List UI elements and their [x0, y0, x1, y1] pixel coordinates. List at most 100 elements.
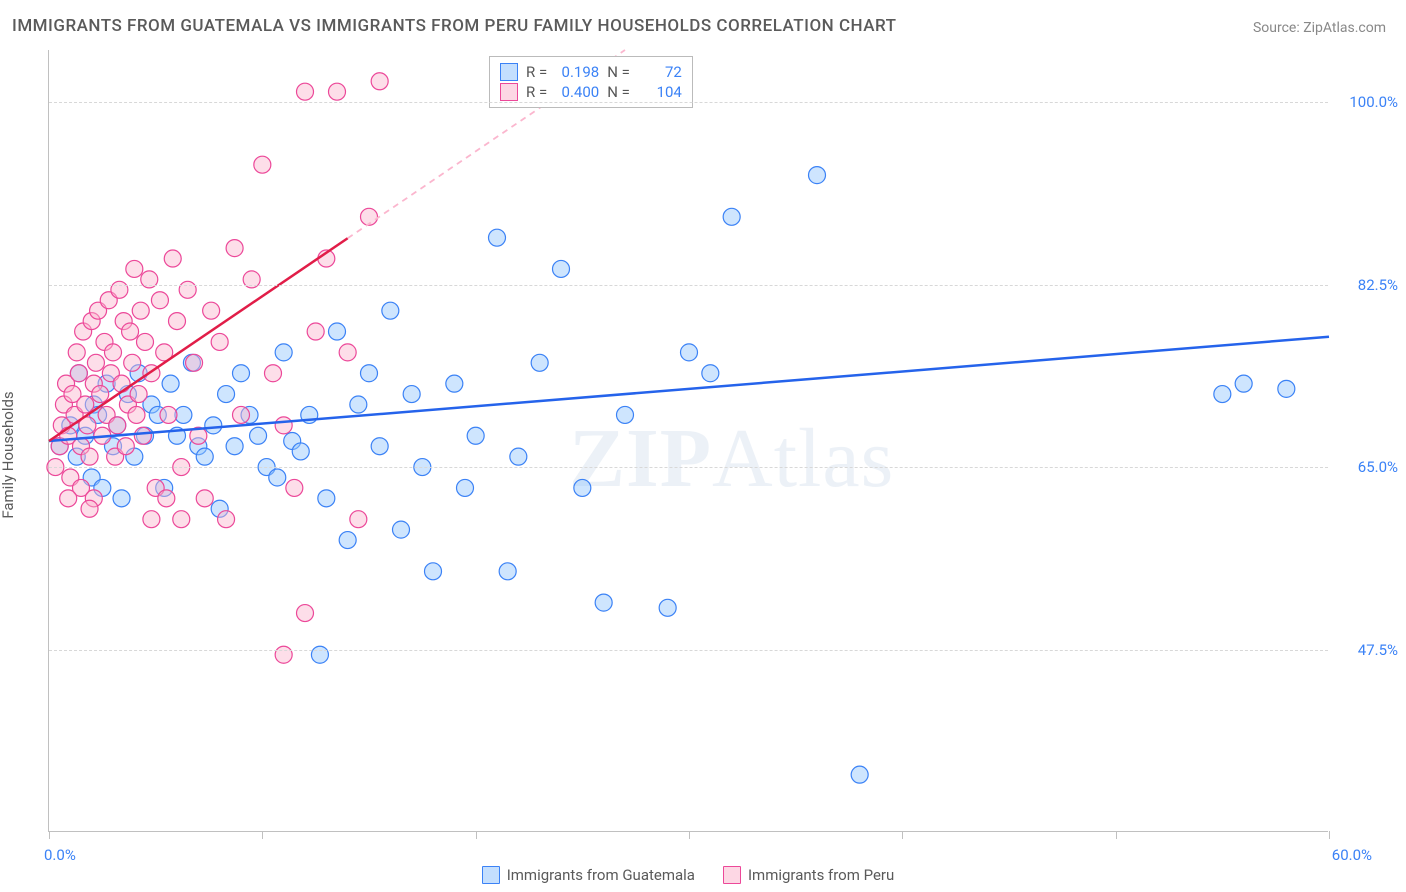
data-point [361, 365, 378, 382]
data-point [218, 511, 235, 528]
data-point [124, 354, 141, 371]
data-point [233, 406, 250, 423]
data-point [105, 344, 122, 361]
y-tick-label: 82.5% [1336, 276, 1398, 294]
chart-title: IMMIGRANTS FROM GUATEMALA VS IMMIGRANTS … [12, 16, 897, 36]
stats-row: R = 0.198 N = 72 [500, 63, 682, 81]
gridline-h [49, 285, 1328, 286]
data-point [307, 323, 324, 340]
data-point [531, 354, 548, 371]
stats-row: R =0.400N =104 [500, 83, 682, 101]
stats-r-label: R = [526, 63, 547, 81]
data-point [160, 406, 177, 423]
data-point [723, 208, 740, 225]
data-point [226, 240, 243, 257]
data-point [371, 73, 388, 90]
data-point [510, 448, 527, 465]
data-point [218, 386, 235, 403]
data-point [92, 386, 109, 403]
data-point [489, 229, 506, 246]
data-point [254, 156, 271, 173]
data-point [186, 354, 203, 371]
data-point [169, 313, 186, 330]
stats-legend-box: R =0.198N =72R =0.400N =104 [489, 56, 693, 108]
data-point [350, 511, 367, 528]
stats-n-label: N = [607, 83, 630, 101]
x-tick [1116, 831, 1117, 839]
y-tick-label: 47.5% [1336, 641, 1398, 659]
data-point [226, 438, 243, 455]
data-point [318, 490, 335, 507]
x-tick [902, 831, 903, 839]
data-point [126, 260, 143, 277]
data-point [233, 365, 250, 382]
stats-n-label: N = [607, 63, 630, 81]
data-point [702, 365, 719, 382]
data-point [329, 83, 346, 100]
data-point [87, 354, 104, 371]
legend-label: Immigrants from Guatemala [507, 866, 695, 884]
data-point [269, 469, 286, 486]
data-point [113, 375, 130, 392]
stats-r-value: 0.400 [555, 83, 599, 101]
legend-swatch [482, 866, 500, 884]
data-point [196, 448, 213, 465]
data-point [286, 479, 303, 496]
data-point [117, 438, 134, 455]
data-point [681, 344, 698, 361]
data-point [297, 83, 314, 100]
plot-svg [49, 50, 1328, 831]
x-tick-label-min: 0.0% [44, 846, 76, 864]
stats-n-value: 72 [638, 63, 682, 81]
data-point [659, 599, 676, 616]
data-point [297, 605, 314, 622]
data-point [196, 490, 213, 507]
x-tick-label-max: 60.0% [1332, 846, 1372, 864]
data-point [151, 292, 168, 309]
data-point [446, 375, 463, 392]
data-point [109, 417, 126, 434]
stats-r-value: 0.198 [555, 63, 599, 81]
data-point [113, 490, 130, 507]
data-point [275, 344, 292, 361]
gridline-h [49, 650, 1328, 651]
legend-swatch [723, 866, 741, 884]
data-point [371, 438, 388, 455]
data-point [162, 375, 179, 392]
data-point [265, 365, 282, 382]
x-tick [476, 831, 477, 839]
y-tick-label: 65.0% [1336, 458, 1398, 476]
x-tick [1329, 831, 1330, 839]
data-point [70, 365, 87, 382]
data-point [574, 479, 591, 496]
legend-label: Immigrants from Peru [748, 866, 894, 884]
data-point [553, 260, 570, 277]
data-point [403, 386, 420, 403]
data-point [1235, 375, 1252, 392]
data-point [1278, 380, 1295, 397]
data-point [457, 479, 474, 496]
gridline-h [49, 467, 1328, 468]
data-point [499, 563, 516, 580]
source-attribution: Source: ZipAtlas.com [1253, 20, 1386, 36]
data-point [851, 766, 868, 783]
data-point [203, 302, 220, 319]
data-point [382, 302, 399, 319]
data-point [173, 511, 190, 528]
data-point [329, 323, 346, 340]
data-point [81, 500, 98, 517]
data-point [130, 386, 147, 403]
data-point [132, 302, 149, 319]
x-tick [262, 831, 263, 839]
legend-item: Immigrants from Peru [723, 866, 894, 884]
data-point [467, 427, 484, 444]
stats-swatch [500, 83, 518, 101]
data-point [143, 511, 160, 528]
data-point [128, 406, 145, 423]
data-point [158, 490, 175, 507]
plot-area: ZIPAtlas R =0.198N =72R =0.400N =104 47.… [48, 50, 1328, 832]
data-point [809, 167, 826, 184]
data-point [339, 344, 356, 361]
data-point [250, 427, 267, 444]
data-point [425, 563, 442, 580]
